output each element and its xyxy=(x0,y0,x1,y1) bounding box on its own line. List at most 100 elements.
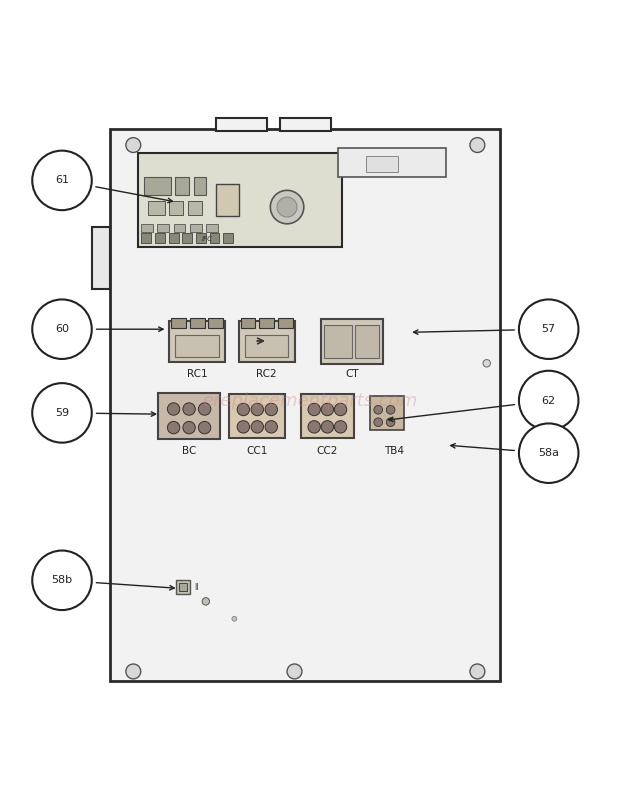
FancyBboxPatch shape xyxy=(144,177,170,195)
FancyBboxPatch shape xyxy=(301,394,353,437)
Circle shape xyxy=(374,418,383,427)
Text: II: II xyxy=(195,582,199,592)
FancyBboxPatch shape xyxy=(174,223,185,231)
Circle shape xyxy=(167,403,180,415)
Circle shape xyxy=(183,403,195,415)
FancyBboxPatch shape xyxy=(321,320,383,364)
FancyBboxPatch shape xyxy=(171,318,186,328)
FancyBboxPatch shape xyxy=(196,233,206,243)
FancyBboxPatch shape xyxy=(175,335,219,356)
Circle shape xyxy=(232,616,237,622)
Circle shape xyxy=(483,360,490,367)
Circle shape xyxy=(183,421,195,434)
Text: TB4: TB4 xyxy=(384,446,404,457)
Circle shape xyxy=(386,418,395,427)
Text: 58b: 58b xyxy=(51,575,73,586)
FancyBboxPatch shape xyxy=(148,201,165,215)
FancyBboxPatch shape xyxy=(259,318,274,328)
Text: CC1: CC1 xyxy=(247,446,268,457)
Text: BC: BC xyxy=(182,446,197,457)
FancyBboxPatch shape xyxy=(366,156,398,171)
Circle shape xyxy=(386,405,395,414)
FancyBboxPatch shape xyxy=(169,233,179,243)
Circle shape xyxy=(519,424,578,483)
FancyBboxPatch shape xyxy=(229,394,285,437)
Circle shape xyxy=(308,403,321,416)
Circle shape xyxy=(519,371,578,430)
FancyBboxPatch shape xyxy=(175,177,189,195)
FancyBboxPatch shape xyxy=(208,318,223,328)
Text: RC1: RC1 xyxy=(187,369,208,380)
FancyBboxPatch shape xyxy=(278,318,293,328)
Text: RC2: RC2 xyxy=(256,369,277,380)
Circle shape xyxy=(251,403,264,416)
Polygon shape xyxy=(92,227,110,289)
Circle shape xyxy=(32,383,92,443)
FancyBboxPatch shape xyxy=(370,396,404,430)
FancyBboxPatch shape xyxy=(324,325,352,358)
Circle shape xyxy=(270,191,304,223)
Circle shape xyxy=(126,138,141,152)
FancyBboxPatch shape xyxy=(169,321,225,362)
Circle shape xyxy=(32,550,92,610)
Circle shape xyxy=(321,421,334,433)
FancyBboxPatch shape xyxy=(182,233,192,243)
Text: 57: 57 xyxy=(542,324,556,334)
Circle shape xyxy=(470,664,485,679)
FancyBboxPatch shape xyxy=(188,201,202,215)
Circle shape xyxy=(237,421,249,433)
Text: IFC: IFC xyxy=(202,236,213,242)
FancyBboxPatch shape xyxy=(158,392,220,439)
FancyBboxPatch shape xyxy=(176,580,190,594)
Text: 61: 61 xyxy=(55,175,69,185)
FancyBboxPatch shape xyxy=(241,318,255,328)
Circle shape xyxy=(470,138,485,152)
Text: 60: 60 xyxy=(55,324,69,334)
FancyBboxPatch shape xyxy=(179,583,187,591)
Circle shape xyxy=(237,403,249,416)
Circle shape xyxy=(334,403,347,416)
FancyBboxPatch shape xyxy=(157,223,169,231)
FancyBboxPatch shape xyxy=(169,201,183,215)
FancyBboxPatch shape xyxy=(155,233,165,243)
FancyBboxPatch shape xyxy=(138,152,342,247)
Circle shape xyxy=(126,664,141,679)
FancyBboxPatch shape xyxy=(210,233,219,243)
Circle shape xyxy=(202,598,210,605)
FancyBboxPatch shape xyxy=(141,223,153,231)
FancyBboxPatch shape xyxy=(206,223,218,231)
Text: 58a: 58a xyxy=(538,449,559,458)
FancyBboxPatch shape xyxy=(239,321,294,362)
Circle shape xyxy=(251,421,264,433)
Circle shape xyxy=(32,151,92,210)
FancyBboxPatch shape xyxy=(245,335,288,356)
Circle shape xyxy=(287,664,302,679)
FancyBboxPatch shape xyxy=(194,177,206,195)
Text: ereplacementparts.com: ereplacementparts.com xyxy=(202,392,418,409)
FancyBboxPatch shape xyxy=(216,183,239,215)
Circle shape xyxy=(308,421,321,433)
Circle shape xyxy=(167,421,180,434)
FancyBboxPatch shape xyxy=(338,147,446,177)
FancyBboxPatch shape xyxy=(141,233,151,243)
FancyBboxPatch shape xyxy=(190,318,205,328)
Circle shape xyxy=(198,421,211,434)
FancyBboxPatch shape xyxy=(223,233,233,243)
Circle shape xyxy=(374,405,383,414)
FancyBboxPatch shape xyxy=(110,129,500,681)
Text: 62: 62 xyxy=(542,396,556,405)
FancyBboxPatch shape xyxy=(216,118,267,131)
Circle shape xyxy=(321,403,334,416)
Circle shape xyxy=(32,300,92,359)
FancyBboxPatch shape xyxy=(280,118,331,131)
Circle shape xyxy=(277,197,297,217)
Circle shape xyxy=(519,300,578,359)
FancyBboxPatch shape xyxy=(190,223,202,231)
Circle shape xyxy=(334,421,347,433)
FancyBboxPatch shape xyxy=(355,325,379,358)
Circle shape xyxy=(265,421,278,433)
Circle shape xyxy=(198,403,211,415)
Circle shape xyxy=(265,403,278,416)
Text: 59: 59 xyxy=(55,408,69,418)
Text: CC2: CC2 xyxy=(317,446,338,457)
